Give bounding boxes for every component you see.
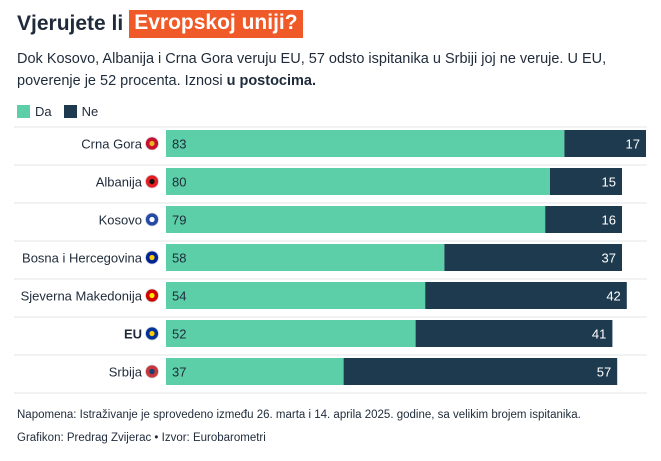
data-label-ne: 57: [597, 365, 611, 380]
category-label: Srbija: [109, 365, 143, 380]
data-label-ne: 37: [602, 251, 616, 266]
legend-swatch-da: [17, 105, 30, 118]
bar-ne: [564, 130, 646, 157]
legend-swatch-ne: [63, 105, 77, 118]
data-label-ne: 17: [626, 137, 640, 152]
data-label-ne: 41: [592, 327, 606, 342]
data-label-ne: 16: [602, 213, 616, 228]
category-label: Crna Gora: [81, 137, 142, 152]
legend-label-ne: Ne: [81, 104, 99, 119]
data-label-da: 58: [172, 251, 186, 266]
title-highlight: Evropskoj uniji?: [129, 10, 303, 38]
bar-ne: [425, 282, 627, 309]
data-label-da: 52: [172, 327, 186, 342]
bar-ne: [415, 320, 613, 347]
data-label-da: 79: [172, 213, 186, 228]
subtitle-text: Dok Kosovo, Albanija i Crna Gora veruju …: [17, 51, 607, 89]
credit-line: Grafikon: Predrag Zvijerac • Izvor: Euro…: [17, 432, 266, 444]
data-label-da: 37: [172, 365, 186, 380]
category-label: EU: [124, 327, 142, 342]
bar-ne: [550, 168, 622, 195]
bar-da: [166, 358, 344, 385]
bosnia-flag-icon-emblem: [149, 254, 155, 261]
bar-da: [166, 320, 416, 347]
footnote: Napomena: Istraživanje je sprovedeno izm…: [17, 409, 581, 421]
data-label-da: 80: [172, 175, 186, 190]
bar-ne: [545, 206, 622, 233]
subtitle-bold-text: u postocima.: [226, 73, 317, 89]
category-label: Bosna i Hercegovina: [22, 251, 143, 266]
legend: Da Ne: [17, 104, 110, 119]
montenegro-flag-icon-emblem: [149, 140, 155, 147]
category-label: Sjeverna Makedonija: [21, 289, 143, 304]
bar-ne: [444, 244, 622, 271]
data-label-da: 83: [172, 137, 186, 152]
eu-flag-icon-emblem: [149, 330, 155, 337]
data-label-ne: 42: [606, 289, 620, 304]
bar-da: [166, 206, 546, 233]
title-prefix: Vjerujete li: [17, 12, 124, 35]
category-label: Albanija: [96, 175, 143, 190]
data-label-ne: 15: [602, 175, 616, 190]
bar-da: [166, 168, 550, 195]
bar-da: [166, 244, 445, 271]
legend-item-ne: Ne: [63, 104, 99, 119]
chart-subtitle: Dok Kosovo, Albanija i Crna Gora veruju …: [17, 48, 647, 92]
kosovo-flag-icon-emblem: [149, 216, 155, 223]
bar-da: [166, 130, 565, 157]
north-macedonia-flag-icon-emblem: [149, 292, 155, 299]
chart-title: Vjerujete li Evropskoj uniji?: [17, 10, 303, 38]
data-label-da: 54: [172, 289, 186, 304]
bar-da: [166, 282, 426, 309]
legend-item-da: Da: [17, 104, 52, 119]
category-label: Kosovo: [99, 213, 142, 228]
serbia-flag-icon-emblem: [149, 368, 155, 375]
legend-label-da: Da: [35, 104, 52, 119]
albania-flag-icon-emblem: [149, 178, 155, 185]
bar-chart: 83 17 Crna Gora 80 15 Albanija 79 16 Kosovo 58 37 B…: [14, 126, 647, 394]
bar-ne: [343, 358, 618, 385]
